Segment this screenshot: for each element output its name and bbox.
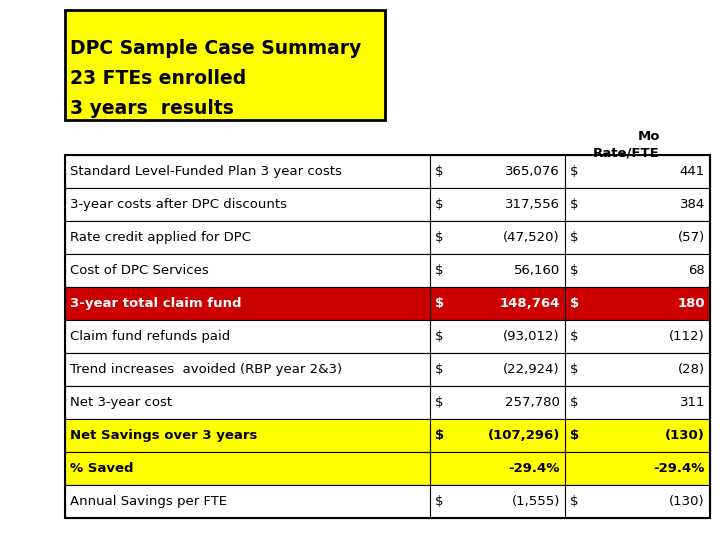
Text: $: $ [570,396,578,409]
Text: 148,764: 148,764 [500,297,560,310]
Text: 56,160: 56,160 [514,264,560,277]
Text: (1,555): (1,555) [512,495,560,508]
Text: $: $ [570,429,579,442]
Bar [65,419,710,452]
Text: $: $ [435,297,444,310]
Text: (28): (28) [678,363,705,376]
Text: DPC Sample Case Summary: DPC Sample Case Summary [70,39,361,58]
Bar [65,188,710,221]
Text: $: $ [570,165,578,178]
Text: 365,076: 365,076 [505,165,560,178]
Text: 180: 180 [678,297,705,310]
Text: $: $ [435,264,444,277]
Text: (57): (57) [678,231,705,244]
Text: $: $ [435,165,444,178]
Bar [65,155,710,518]
Bar [65,452,710,485]
Text: $: $ [570,330,578,343]
Text: % Saved: % Saved [70,462,133,475]
Text: 68: 68 [688,264,705,277]
Text: $: $ [435,231,444,244]
Text: Annual Savings per FTE: Annual Savings per FTE [70,495,227,508]
Text: 441: 441 [680,165,705,178]
Text: $: $ [435,495,444,508]
Text: 384: 384 [680,198,705,211]
Text: Mo
Rate/FTE: Mo Rate/FTE [593,130,660,159]
Text: Net Savings over 3 years: Net Savings over 3 years [70,429,257,442]
Bar [65,320,710,353]
Text: -29.4%: -29.4% [508,462,560,475]
Text: (130): (130) [670,495,705,508]
Text: $: $ [435,198,444,211]
Text: Net 3-year cost: Net 3-year cost [70,396,172,409]
Text: Rate credit applied for DPC: Rate credit applied for DPC [70,231,251,244]
Bar [65,221,710,254]
Text: $: $ [435,363,444,376]
Text: 317,556: 317,556 [505,198,560,211]
Text: (47,520): (47,520) [503,231,560,244]
Text: $: $ [570,231,578,244]
Text: (22,924): (22,924) [503,363,560,376]
Bar [65,485,710,518]
Text: 257,780: 257,780 [505,396,560,409]
Text: (93,012): (93,012) [503,330,560,343]
Bar [65,155,710,188]
Bar [65,386,710,419]
Text: Cost of DPC Services: Cost of DPC Services [70,264,209,277]
Text: Standard Level-Funded Plan 3 year costs: Standard Level-Funded Plan 3 year costs [70,165,342,178]
Text: $: $ [435,330,444,343]
Bar [65,287,710,320]
Text: 3-year total claim fund: 3-year total claim fund [70,297,241,310]
Text: $: $ [570,198,578,211]
Text: 3-year costs after DPC discounts: 3-year costs after DPC discounts [70,198,287,211]
Text: $: $ [570,495,578,508]
Text: Trend increases  avoided (RBP year 2&3): Trend increases avoided (RBP year 2&3) [70,363,342,376]
Text: 3 years  results: 3 years results [70,99,234,118]
Text: -29.4%: -29.4% [654,462,705,475]
Text: $: $ [435,429,444,442]
Bar [65,10,385,120]
Text: (107,296): (107,296) [487,429,560,442]
Text: 23 FTEs enrolled: 23 FTEs enrolled [70,69,246,88]
Text: 311: 311 [680,396,705,409]
Text: $: $ [570,264,578,277]
Bar [65,254,710,287]
Text: $: $ [435,396,444,409]
Text: $: $ [570,297,579,310]
Text: Claim fund refunds paid: Claim fund refunds paid [70,330,230,343]
Text: $: $ [570,363,578,376]
Bar [65,353,710,386]
Text: (112): (112) [670,330,705,343]
Text: (130): (130) [665,429,705,442]
